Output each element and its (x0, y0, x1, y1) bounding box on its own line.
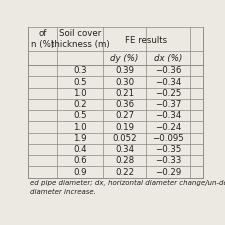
Text: −0.095: −0.095 (152, 134, 184, 143)
Text: −0.36: −0.36 (155, 66, 181, 75)
Text: 0.27: 0.27 (115, 111, 134, 120)
Text: Soil cover
thickness (m): Soil cover thickness (m) (51, 29, 109, 49)
Text: FE results: FE results (125, 36, 168, 45)
Text: 0.9: 0.9 (73, 168, 87, 177)
Text: dx (%): dx (%) (154, 54, 182, 63)
Text: 0.3: 0.3 (73, 66, 87, 75)
Text: of
n (%): of n (%) (31, 29, 54, 49)
Text: −0.25: −0.25 (155, 89, 181, 98)
Text: −0.34: −0.34 (155, 111, 181, 120)
Text: 0.34: 0.34 (115, 145, 134, 154)
Text: diameter increase.: diameter increase. (30, 189, 96, 195)
Text: −0.37: −0.37 (155, 100, 181, 109)
Text: 0.28: 0.28 (115, 156, 134, 165)
Text: 0.19: 0.19 (115, 123, 134, 132)
Text: 0.6: 0.6 (73, 156, 87, 165)
Text: ed pipe diameter; dx, horizontal diameter change/un-de: ed pipe diameter; dx, horizontal diamete… (30, 180, 225, 186)
Text: dy (%): dy (%) (110, 54, 139, 63)
Text: 0.30: 0.30 (115, 77, 134, 86)
Text: 0.2: 0.2 (73, 100, 87, 109)
Text: −0.35: −0.35 (155, 145, 181, 154)
Text: 0.21: 0.21 (115, 89, 134, 98)
Text: 1.9: 1.9 (73, 134, 87, 143)
Text: 0.5: 0.5 (73, 77, 87, 86)
Text: −0.33: −0.33 (155, 156, 181, 165)
Text: −0.29: −0.29 (155, 168, 181, 177)
Text: 0.22: 0.22 (115, 168, 134, 177)
Text: 0.5: 0.5 (73, 111, 87, 120)
Text: 1.0: 1.0 (73, 89, 87, 98)
Text: 1.0: 1.0 (73, 123, 87, 132)
Text: 0.36: 0.36 (115, 100, 134, 109)
Text: −0.34: −0.34 (155, 77, 181, 86)
Text: −0.24: −0.24 (155, 123, 181, 132)
Text: 0.39: 0.39 (115, 66, 134, 75)
Text: 0.4: 0.4 (73, 145, 87, 154)
Text: 0.052: 0.052 (112, 134, 137, 143)
